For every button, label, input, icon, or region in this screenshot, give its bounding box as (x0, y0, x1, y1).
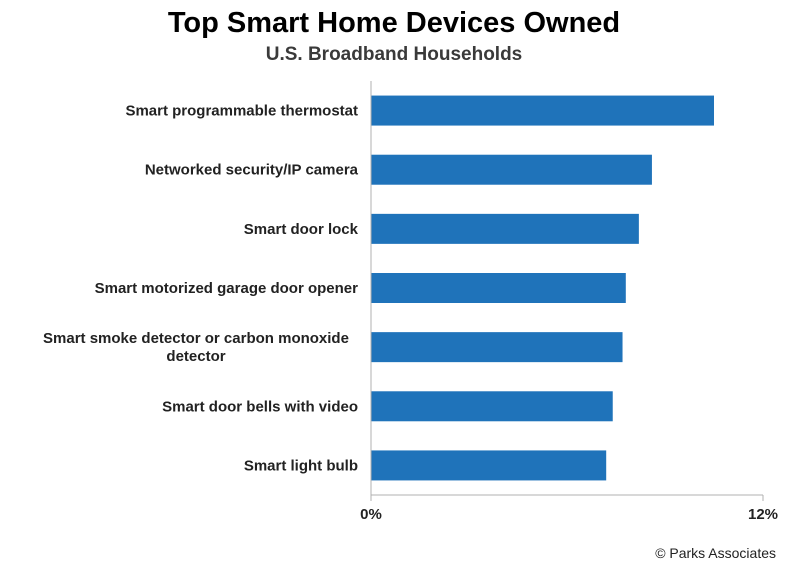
category-label: Smart light bulb (244, 457, 358, 474)
bar (371, 273, 626, 303)
category-label: Smart door lock (244, 221, 359, 238)
category-label: Networked security/IP camera (145, 162, 359, 179)
x-tick-label: 12% (748, 506, 778, 523)
bar (371, 95, 714, 126)
bar (371, 332, 623, 363)
category-label: Smart motorized garage door opener (95, 280, 359, 297)
bar (371, 154, 652, 185)
bar (371, 450, 607, 481)
category-label: Smart door bells with video (162, 398, 358, 415)
bar (371, 213, 639, 244)
category-label: Smart programmable thermostat (125, 103, 358, 120)
category-label: Smart smoke detector or carbon monoxide d… (43, 330, 349, 365)
source-note: © Parks Associates (655, 545, 776, 561)
bar (371, 391, 613, 422)
chart-subtitle: U.S. Broadband Households (265, 44, 523, 65)
chart-title: Top Smart Home Devices Owned (167, 7, 621, 39)
x-tick-label: 0% (360, 506, 382, 523)
